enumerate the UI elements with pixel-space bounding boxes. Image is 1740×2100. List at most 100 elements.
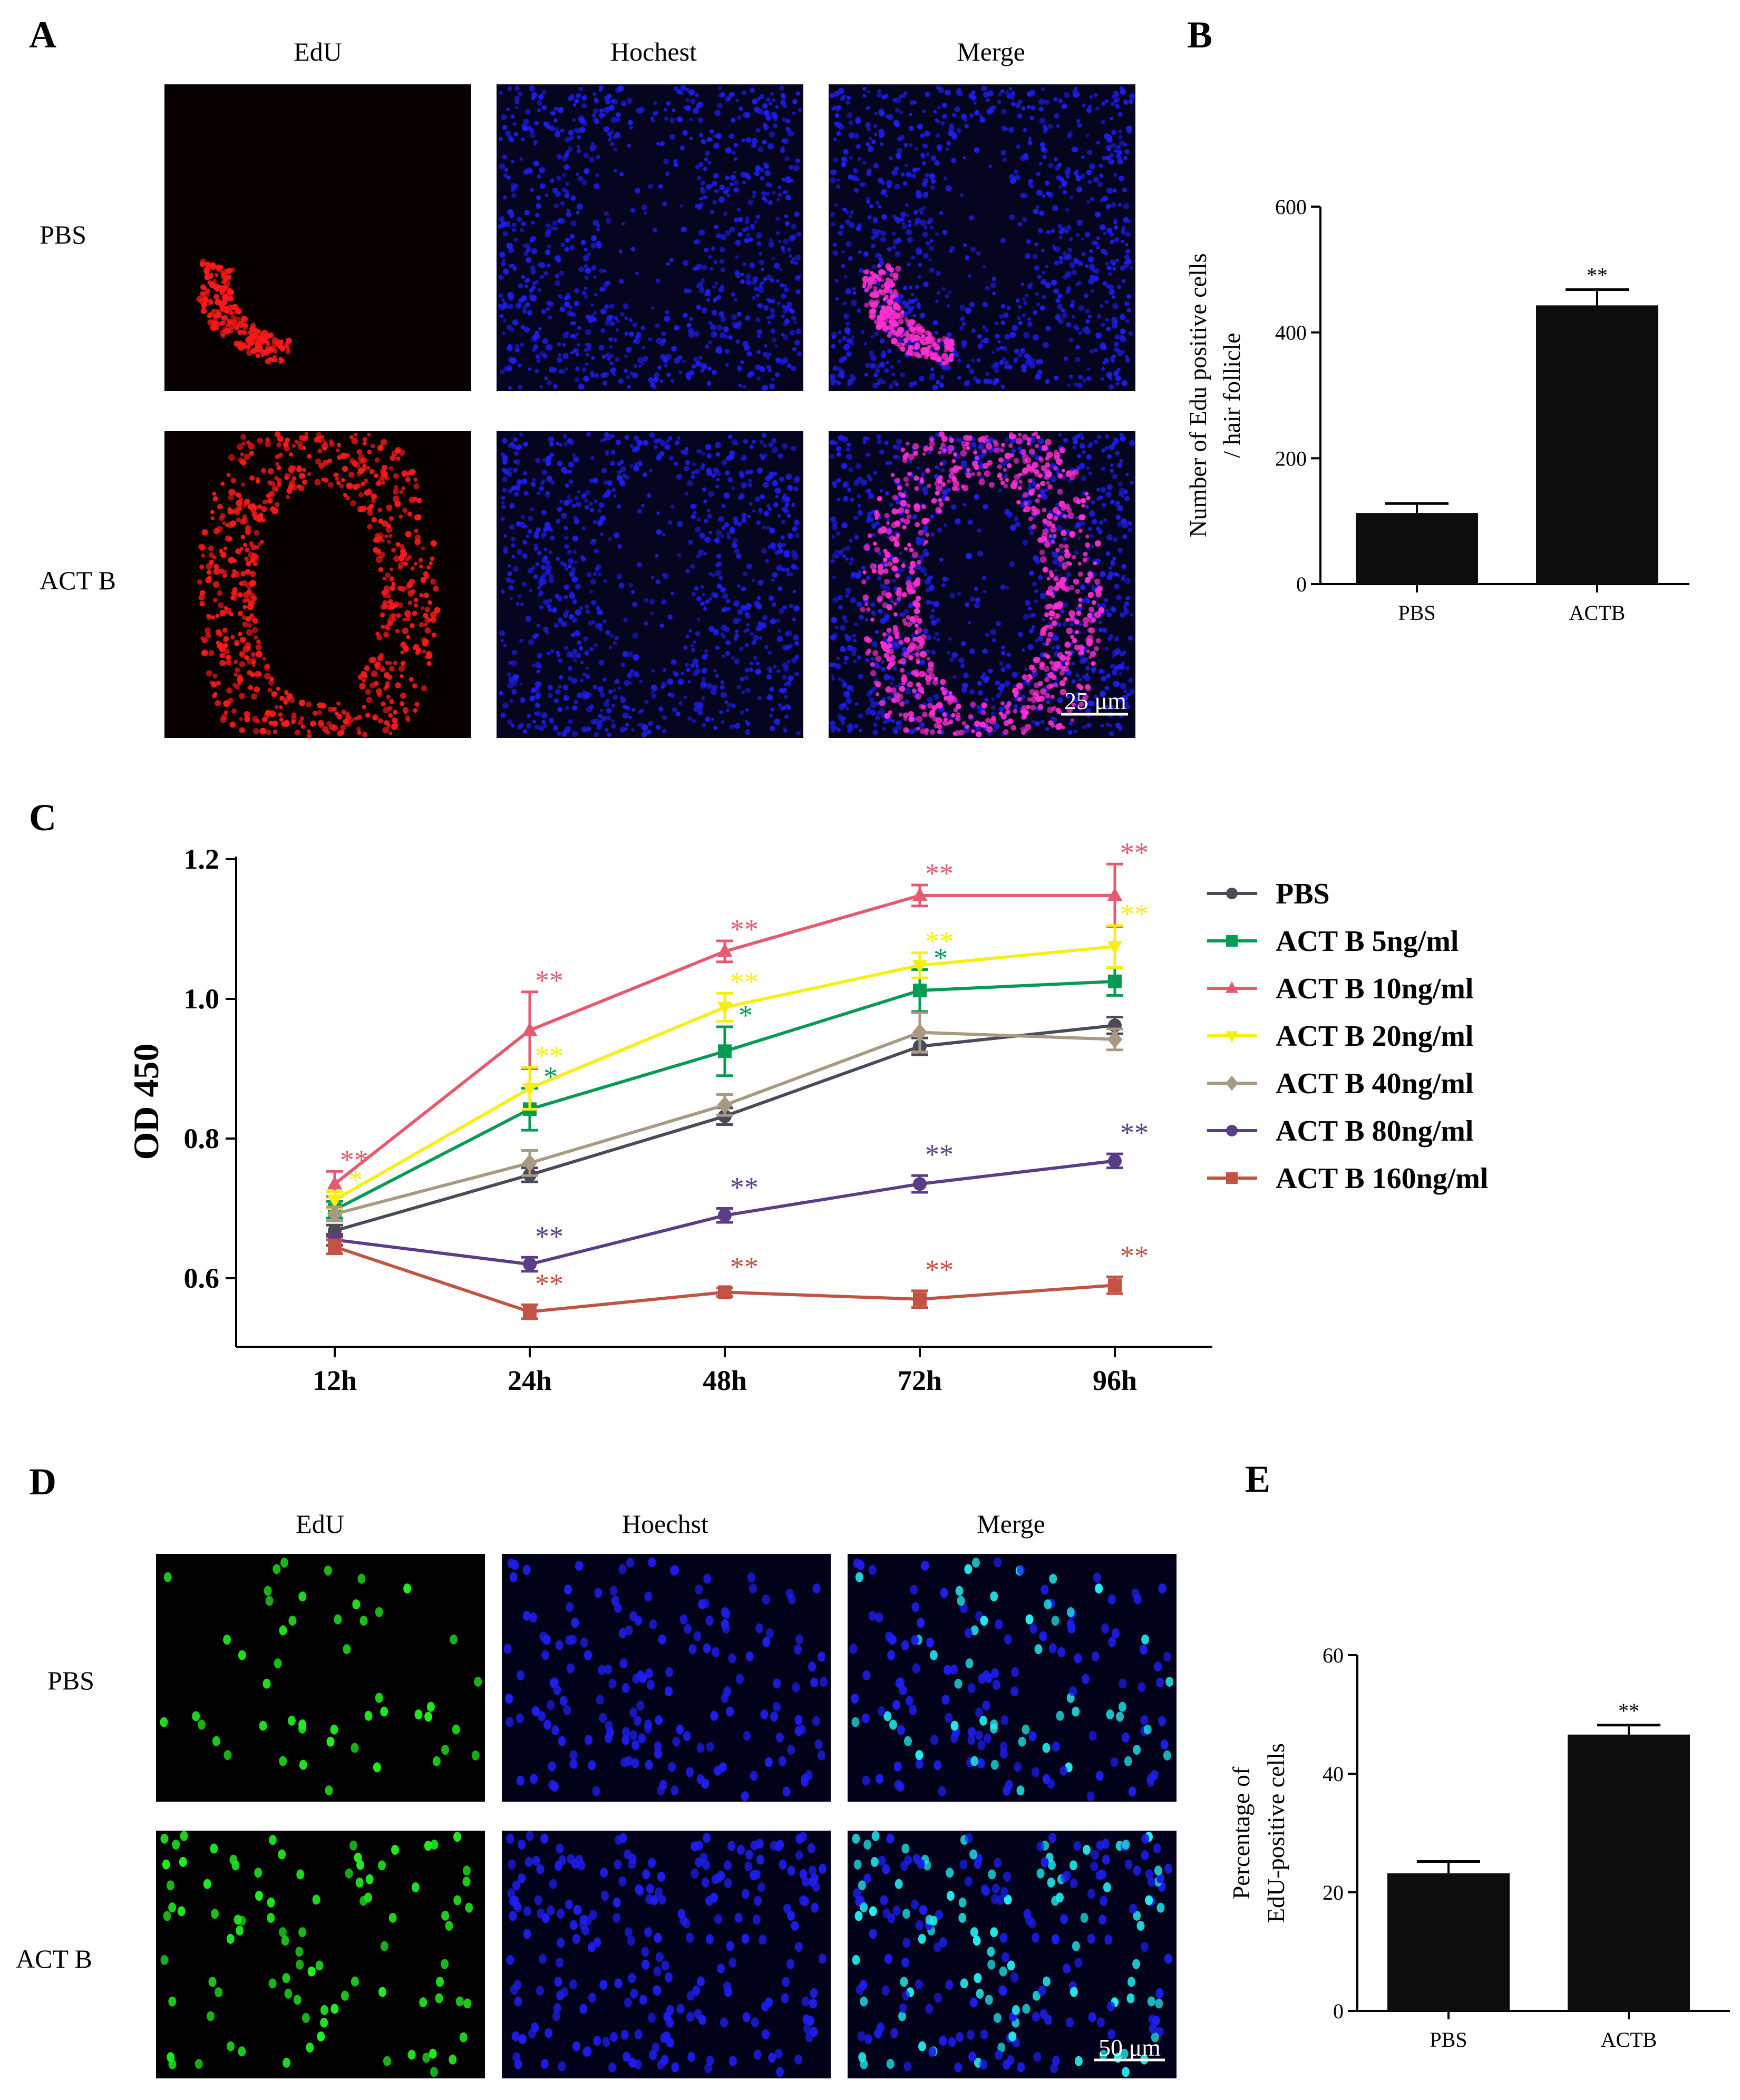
nucleus (1031, 720, 1036, 724)
nucleus (891, 373, 895, 376)
nucleus (548, 608, 552, 612)
nucleus (1119, 176, 1124, 181)
nucleus (786, 363, 792, 368)
nucleus (856, 601, 862, 607)
nucleus (1089, 95, 1093, 99)
nucleus (831, 677, 835, 681)
nucleus (934, 160, 940, 166)
nucleus (622, 651, 629, 657)
nucleus (845, 698, 852, 704)
nucleus (783, 695, 788, 699)
nucleus (1075, 232, 1080, 237)
edu-nucleus (425, 650, 432, 657)
nucleus (898, 720, 903, 725)
edu-nucleus (402, 470, 408, 476)
nucleus (831, 332, 838, 338)
edu-nucleus (354, 486, 358, 490)
nucleus (678, 701, 683, 705)
nucleus (845, 693, 851, 699)
nucleus (569, 440, 575, 445)
nucleus (530, 220, 535, 225)
nucleus (663, 158, 669, 164)
nucleus (584, 275, 589, 280)
nucleus (1022, 297, 1026, 301)
nucleus (982, 302, 988, 307)
nucleus (555, 274, 560, 279)
nucleus (1004, 334, 1010, 340)
nucleus (591, 356, 595, 360)
nucleus (852, 291, 857, 295)
nucleus (592, 538, 596, 543)
nucleus (558, 443, 562, 447)
nucleus (831, 221, 836, 227)
nucleus (979, 114, 983, 119)
edu-nucleus (388, 713, 393, 718)
nucleus (752, 440, 756, 444)
nucleus (700, 368, 704, 373)
nucleus (1092, 519, 1097, 524)
nucleus (703, 167, 708, 171)
edu-nucleus (244, 711, 250, 717)
edu-nucleus (230, 478, 236, 483)
nucleus (579, 678, 584, 683)
nucleus (1112, 303, 1119, 309)
edu-nucleus (882, 270, 887, 275)
nucleus (930, 179, 936, 184)
edu-nucleus (240, 434, 247, 440)
edu-nucleus (218, 299, 222, 303)
nucleus (543, 271, 548, 276)
nucleus (1122, 187, 1127, 192)
nucleus (580, 239, 586, 246)
nucleus (523, 441, 529, 447)
nucleus (859, 182, 864, 187)
nucleus (891, 231, 896, 236)
nucleus (594, 373, 599, 378)
nucleus (553, 384, 558, 389)
edu-nucleus (245, 616, 251, 622)
nucleus (613, 494, 617, 498)
nucleus (564, 543, 569, 549)
edu-nucleus (296, 484, 301, 489)
nucleus (843, 344, 850, 351)
edu-nucleus (410, 623, 415, 628)
nucleus (648, 469, 653, 472)
nucleus (591, 235, 597, 241)
edu-nucleus (220, 481, 225, 486)
nucleus (843, 495, 849, 502)
nucleus (748, 237, 753, 242)
edu-nucleus (332, 706, 337, 712)
nucleus (831, 344, 836, 349)
nucleus (505, 130, 511, 136)
nucleus (785, 704, 789, 707)
nucleus (618, 278, 624, 284)
nucleus (695, 664, 699, 668)
nucleus (858, 674, 864, 679)
edu-nucleus (889, 272, 895, 277)
nucleus (771, 438, 776, 444)
nucleus (499, 218, 504, 222)
nucleus (666, 439, 670, 444)
edu-nucleus (287, 693, 293, 699)
nucleus (795, 328, 802, 334)
edu-nucleus (239, 636, 247, 643)
nucleus (657, 438, 662, 442)
nucleus (609, 345, 613, 348)
edu-nucleus (349, 435, 354, 440)
nucleus (1104, 704, 1110, 710)
nucleus (1048, 162, 1054, 169)
edu-nucleus (241, 441, 246, 446)
nucleus (759, 252, 762, 256)
nucleus (716, 584, 722, 589)
nucleus (535, 213, 540, 218)
nucleus (893, 239, 899, 245)
edu-nucleus (242, 323, 248, 328)
nucleus (769, 687, 774, 692)
nucleus (526, 534, 530, 538)
nucleus (537, 653, 542, 658)
nucleus (1009, 561, 1015, 567)
nucleus (930, 367, 935, 372)
nucleus (1015, 103, 1021, 109)
nucleus (503, 534, 507, 538)
nucleus (539, 167, 545, 173)
nucleus (594, 293, 598, 297)
